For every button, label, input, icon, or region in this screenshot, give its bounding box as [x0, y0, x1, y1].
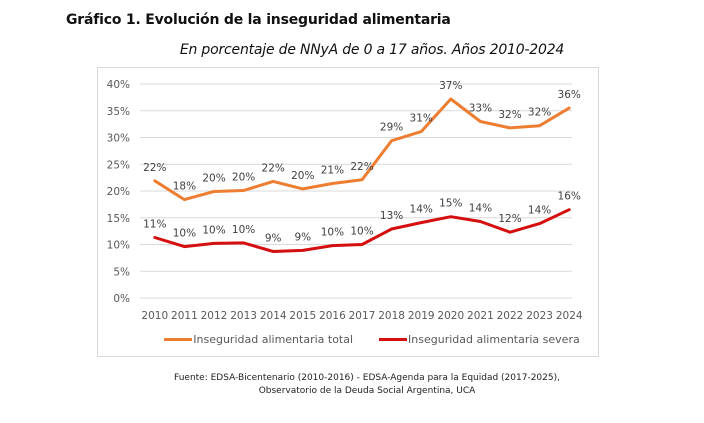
chart-subtitle: En porcentaje de NNyA de 0 a 17 años. Añ…	[179, 42, 565, 58]
data-label: 12%	[498, 213, 521, 225]
source-note: Fuente: EDSA-Bicentenario (2010-2016) - …	[0, 372, 704, 398]
x-tick-label: 2016	[319, 310, 346, 322]
x-tick-label: 2011	[171, 310, 198, 322]
y-tick-label: 5%	[113, 266, 130, 278]
y-tick-label: 0%	[113, 293, 130, 305]
data-label: 18%	[173, 181, 196, 193]
y-tick-label: 35%	[107, 106, 130, 118]
data-label: 13%	[380, 210, 403, 222]
data-label: 16%	[558, 191, 581, 203]
x-tick-label: 2023	[526, 310, 553, 322]
y-tick-label: 40%	[107, 79, 130, 91]
data-labels: 22% 18% 20% 20% 22% 20% 21% 22% 29% 31% 37% 33% 32% 3…	[143, 80, 581, 244]
x-tick-label: 2017	[349, 310, 376, 322]
data-label: 14%	[410, 204, 433, 216]
data-label: 9%	[294, 231, 311, 243]
data-label: 9%	[265, 232, 282, 244]
data-label: 21%	[321, 165, 344, 177]
data-label: 31%	[410, 113, 433, 125]
data-label: 10%	[321, 227, 344, 239]
y-tick-label: 10%	[107, 240, 130, 252]
x-tick-label: 2010	[141, 310, 168, 322]
y-tick-label: 30%	[107, 133, 130, 145]
legend-item-severa: Inseguridad alimentaria severa	[379, 333, 580, 346]
x-tick-label: 2020	[437, 310, 464, 322]
chart-frame	[97, 67, 599, 357]
data-label: 32%	[498, 109, 521, 121]
data-label: 20%	[232, 171, 255, 183]
data-label: 15%	[439, 198, 462, 210]
data-label: 10%	[173, 228, 196, 240]
source-line-2: Observatorio de la Deuda Social Argentin…	[258, 386, 476, 396]
data-label: 10%	[202, 224, 225, 236]
data-label: 37%	[439, 80, 462, 92]
data-label: 32%	[528, 107, 551, 119]
chart-title: Gráfico 1. Evolución de la inseguridad a…	[66, 12, 451, 28]
x-tick-label: 2022	[497, 310, 524, 322]
data-label: 10%	[350, 226, 373, 238]
y-tick-label: 15%	[107, 213, 130, 225]
data-label: 29%	[380, 122, 403, 134]
x-tick-label: 2019	[408, 310, 435, 322]
source-line-1: Fuente: EDSA-Bicentenario (2010-2016) - …	[174, 373, 560, 383]
data-label: 36%	[558, 89, 581, 101]
legend: Inseguridad alimentaria total Insegurida…	[0, 333, 704, 346]
data-label: 11%	[143, 219, 166, 231]
x-tick-label: 2013	[230, 310, 257, 322]
y-axis-ticks: 0% 5% 10% 15% 20% 25% 30% 35% 40%	[107, 79, 130, 305]
data-label: 10%	[232, 224, 255, 236]
y-tick-label: 20%	[107, 186, 130, 198]
data-label: 20%	[202, 173, 225, 185]
x-axis-ticks: 2010 2011 2012 2013 2014 2015 2016 2017 2018 2019…	[141, 310, 582, 322]
data-label: 14%	[528, 205, 551, 217]
legend-swatch-severa	[379, 338, 408, 341]
x-tick-label: 2015	[289, 310, 316, 322]
data-label: 20%	[291, 170, 314, 182]
data-label: 22%	[262, 162, 285, 174]
x-tick-label: 2018	[378, 310, 405, 322]
x-tick-label: 2012	[201, 310, 228, 322]
data-label: 22%	[143, 162, 166, 174]
y-tick-label: 25%	[107, 159, 130, 171]
x-tick-label: 2021	[467, 310, 494, 322]
x-tick-label: 2024	[556, 310, 583, 322]
legend-label-severa: Inseguridad alimentaria severa	[408, 333, 580, 346]
gridlines	[140, 83, 572, 299]
data-label: 14%	[469, 202, 492, 214]
legend-label-total: Inseguridad alimentaria total	[193, 333, 354, 346]
legend-swatch-total	[164, 338, 193, 341]
x-tick-label: 2014	[260, 310, 287, 322]
legend-item-total: Inseguridad alimentaria total	[164, 333, 353, 346]
series-lines	[153, 97, 571, 253]
data-label: 22%	[350, 161, 373, 173]
data-label: 33%	[469, 102, 492, 114]
